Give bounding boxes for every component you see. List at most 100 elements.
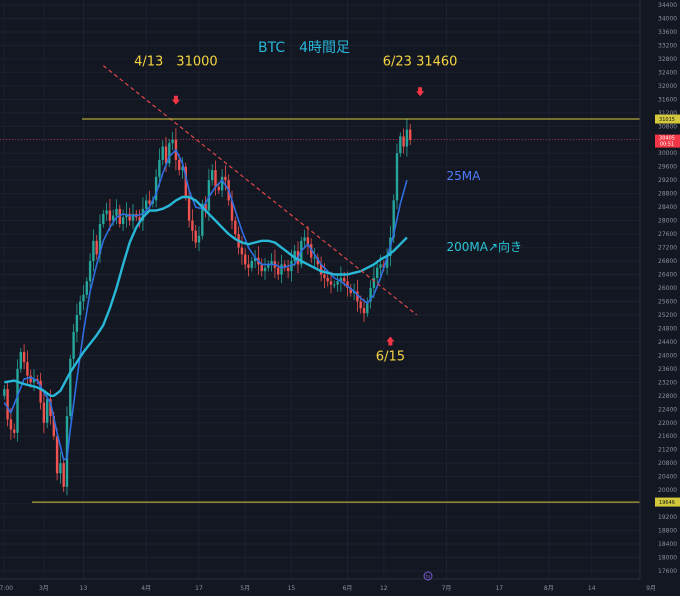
y-tick-label: 29200 (658, 177, 677, 184)
candle-body (49, 399, 52, 417)
x-tick-label: 13 (80, 585, 88, 592)
candle-body (204, 203, 207, 211)
y-tick-label: 32800 (658, 56, 677, 63)
candle-body (26, 362, 29, 376)
candle-body (244, 254, 247, 265)
candle-body (6, 389, 9, 420)
candle-body (98, 223, 102, 255)
candle-body (356, 291, 359, 302)
candle-body (52, 416, 55, 437)
x-tick-label: 3月 (39, 585, 49, 592)
candle-body (392, 200, 395, 238)
candle-body (346, 281, 349, 288)
y-tick-label: 20000 (658, 487, 677, 494)
y-tick-label: 22000 (658, 420, 677, 427)
candle-body (326, 277, 329, 282)
candle-body (333, 284, 336, 286)
y-tick-label: 29600 (658, 164, 677, 171)
candle-body (115, 208, 118, 216)
candle-body (102, 213, 105, 224)
candle-body (250, 261, 253, 268)
candle-body (286, 267, 290, 272)
annotation-label: 6/15 (376, 349, 405, 364)
candle-body (59, 463, 62, 474)
candle-body (270, 261, 273, 265)
x-tick-label: 7月 (442, 585, 452, 592)
candle-body (105, 210, 108, 214)
candle-body (230, 200, 234, 221)
x-tick-label: 8月 (544, 585, 554, 592)
y-tick-label: 26400 (658, 272, 677, 279)
candle-body (145, 200, 148, 209)
candle-body (329, 281, 333, 285)
y-axis[interactable]: 1760018000184001880019200196002000020400… (639, 0, 680, 596)
y-tick-label: 23200 (658, 379, 677, 386)
candle-body (181, 166, 184, 171)
candle-body (62, 463, 65, 487)
y-tick-label: 21200 (658, 447, 677, 454)
candle-body (359, 301, 362, 309)
candle-body (191, 220, 194, 231)
candle-body (128, 213, 131, 221)
candle-body (339, 277, 343, 282)
x-tick-label: 17:00 (0, 585, 13, 592)
y-tick-label: 32400 (658, 69, 677, 76)
candle-body (85, 281, 88, 295)
candle-body (372, 277, 376, 288)
candle-body (310, 244, 313, 258)
y-tick-label: 33600 (658, 29, 677, 36)
candle-body (319, 264, 323, 275)
y-tick-label: 18400 (658, 541, 677, 548)
candle-body (154, 176, 158, 201)
y-tick-label: 28800 (658, 191, 677, 198)
annotation-label: 6/23 31460 (383, 55, 458, 70)
candle-body (399, 136, 402, 154)
candle-body (108, 210, 112, 221)
x-axis[interactable]: 17:00 3月 13 4月 17 5月 15 6月 12 7月 17 8月 14 9月 tv (0, 571, 656, 592)
y-tick-label: 20800 (658, 460, 677, 467)
annotation-label: 200MA↗向き (447, 239, 523, 254)
candle-body (290, 261, 293, 272)
candle-body (72, 331, 75, 359)
candle-body (323, 274, 326, 278)
candle-body (92, 240, 95, 262)
y-tick-label: 34000 (658, 15, 677, 22)
candle-body (197, 235, 201, 243)
candle-body (16, 368, 19, 433)
y-tick-label: 34400 (658, 2, 677, 9)
arrow-up-icon (386, 336, 395, 346)
annotation-label: 25MA (447, 169, 482, 183)
candle-body (138, 217, 141, 221)
candle-body (379, 264, 382, 268)
candle-body (211, 170, 214, 181)
x-tick-label: 15 (288, 585, 296, 592)
y-tick-label: 33200 (658, 42, 677, 49)
x-tick-label: 6月 (343, 585, 353, 592)
candle-body (267, 264, 270, 268)
series-lines (3, 149, 408, 461)
y-tick-label: 27200 (658, 245, 677, 252)
candle-body (336, 281, 339, 285)
y-tick-label: 25200 (658, 312, 677, 319)
overlays: 4/13 31000 6/23 31460 25MA 200MA↗向き 6/15 (0, 55, 640, 503)
x-tick-label: 9月 (646, 585, 656, 592)
y-tick-label: 23600 (658, 366, 677, 373)
candle-body (55, 436, 59, 474)
candle-body (161, 146, 164, 160)
candle-body (164, 146, 168, 164)
x-tick-label: 17 (495, 585, 503, 592)
y-tick-label: 24000 (658, 352, 677, 359)
candle-body (316, 257, 319, 265)
grid (0, 0, 652, 579)
x-tick-label: 14 (588, 585, 596, 592)
y-tick-label: 31600 (658, 96, 677, 103)
y-tick-label: 32000 (658, 83, 677, 90)
candle-body (283, 264, 286, 268)
candle-body (201, 203, 204, 236)
candle-body (402, 136, 405, 147)
annotation-label: 4/13 31000 (134, 55, 218, 70)
candle-body (362, 308, 366, 314)
candle-body (82, 294, 85, 302)
candle-body (13, 429, 16, 433)
tradingview-logo-icon (423, 571, 433, 581)
